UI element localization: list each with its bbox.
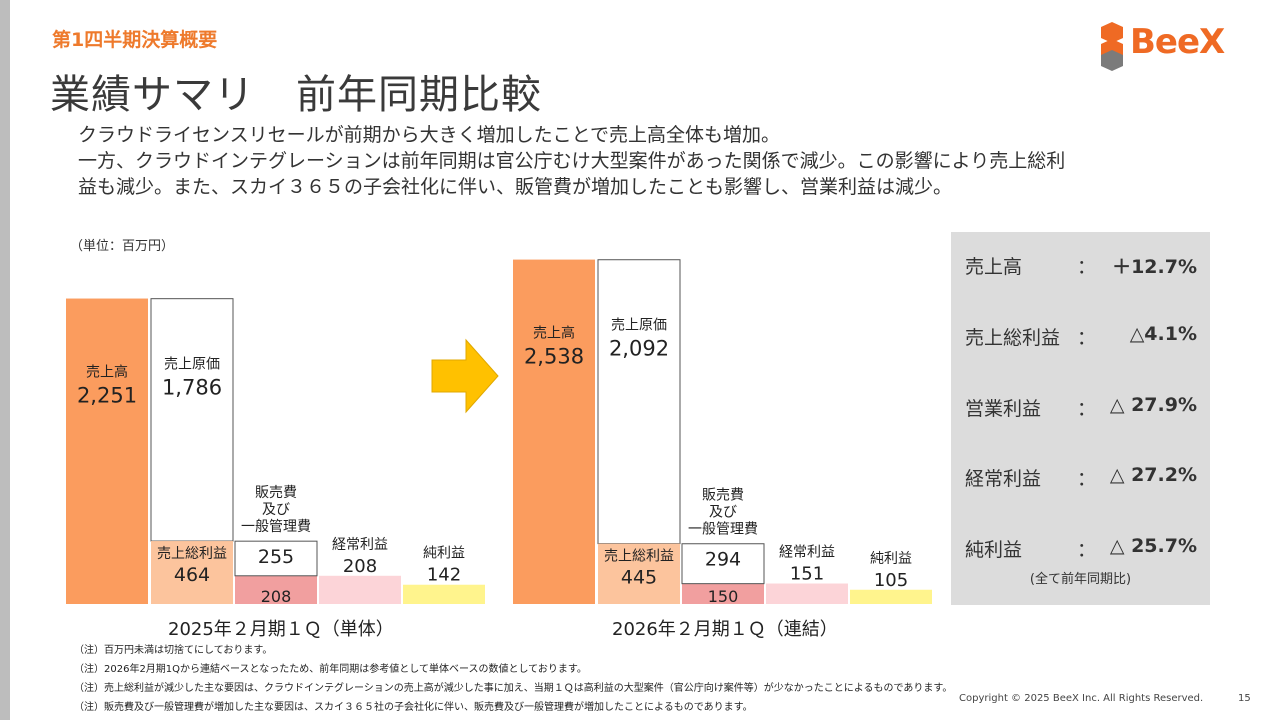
period-label-2026: 2026年２月期１Ｑ（連結）: [612, 619, 838, 640]
bar-label-sga: 一般管理費: [688, 522, 758, 538]
bar-value-sga: 255: [258, 546, 294, 568]
comparison-colon: ：: [1077, 539, 1097, 561]
comparison-value: ＋12.7%: [1112, 256, 1197, 278]
bar-ordinary-profit: [766, 583, 848, 604]
bar-cost-of-sales: [150, 298, 234, 542]
unit-label: （単位：百万円）: [70, 239, 175, 254]
bar-value-cost-of-sales: 2,092: [609, 337, 669, 361]
left-accent-bar: [0, 0, 10, 720]
summary-line: クラウドライセンスリセールが前期から大きく増加したことで売上高全体も増加。: [78, 124, 781, 146]
comparison-value: △4.1%: [1129, 323, 1197, 345]
bar-label-ordinary-profit: 経常利益: [779, 545, 835, 561]
comparison-colon: ：: [1077, 256, 1097, 278]
comparison-label: 経常利益: [965, 468, 1042, 490]
beex-logo-text: BeeX: [1130, 22, 1225, 62]
bar-value-gross-profit: 464: [174, 564, 210, 586]
bar-label-sga: 一般管理費: [241, 519, 311, 535]
summary-line: 益も減少。また、スカイ３６５の子会社化に伴い、販管費が増加したことも影響し、営業…: [78, 176, 953, 198]
page-number: 15: [1238, 693, 1251, 704]
comparison-note: (全て前年同期比): [1029, 572, 1132, 587]
bar-label-sales: 売上高: [86, 364, 128, 381]
comparison-label: 売上高: [965, 256, 1023, 278]
bar-value-sales: 2,251: [77, 384, 137, 408]
bar-label-ordinary-profit: 経常利益: [332, 537, 388, 553]
bar-label-cost-of-sales: 売上原価: [611, 318, 667, 334]
bar-value-cost-of-sales: 1,786: [162, 376, 222, 400]
bar-value-operating-profit: 208: [261, 587, 292, 606]
bar-label-gross-profit: 売上総利益: [157, 546, 227, 562]
comparison-value: △ 25.7%: [1109, 535, 1197, 557]
comparison-value: △ 27.9%: [1109, 394, 1197, 416]
summary-text: クラウドライセンスリセールが前期から大きく増加したことで売上高全体も増加。 一方…: [78, 122, 1208, 200]
comparison-colon: ：: [1077, 398, 1097, 420]
comparison-value: △ 27.2%: [1109, 464, 1197, 486]
footnote: （注）販売費及び一般管理費が増加した主な要因は、スカイ３６５社の子会社化に伴い、…: [74, 702, 753, 713]
bar-label-net-profit: 純利益: [870, 551, 912, 567]
page-title: 業績サマリ 前年同期比較: [50, 72, 542, 118]
bar-label-gross-profit: 売上総利益: [604, 549, 674, 565]
bar-label-sales: 売上高: [533, 325, 575, 342]
bar-value-ordinary-profit: 208: [343, 556, 377, 577]
bar-value-net-profit: 105: [874, 570, 908, 591]
period-label-2025: 2025年２月期１Ｑ（単体）: [168, 619, 394, 640]
comparison-colon: ：: [1077, 468, 1097, 490]
bar-value-ordinary-profit: 151: [790, 564, 824, 585]
footnote: （注）売上総利益が減少した主な要因は、クラウドインテグレーションの売上高が減少し…: [74, 683, 953, 694]
comparison-panel: 売上高 ： ＋12.7% 売上総利益 ： △4.1% 営業利益 ： △ 27.9…: [951, 232, 1210, 605]
bar-gross-profit: [151, 541, 233, 604]
comparison-label: 営業利益: [965, 398, 1042, 420]
bar-operating-profit: [235, 575, 317, 604]
comparison-label: 純利益: [965, 539, 1023, 561]
bar-label-cost-of-sales: 売上原価: [164, 357, 220, 373]
bar-label-sga: 販売費: [255, 485, 297, 501]
beex-logo-icon: [1101, 22, 1123, 71]
bar-net-profit: [403, 584, 485, 604]
bar-gross-profit: [598, 543, 680, 604]
bar-cost-of-sales: [597, 259, 681, 545]
bar-value-sales: 2,538: [524, 345, 584, 369]
bar-value-operating-profit: 150: [708, 587, 739, 606]
bar-label-sga: 及び: [709, 505, 737, 521]
bar-label-sga: 販売費: [702, 488, 744, 504]
bar-sales: [513, 259, 595, 604]
bar-label-sga: 及び: [262, 502, 290, 518]
summary-line: 一方、クラウドインテグレーションは前年同期は官公庁むけ大型案件があった関係で減少…: [78, 150, 1066, 172]
comparison-colon: ：: [1077, 327, 1097, 349]
bar-label-net-profit: 純利益: [423, 546, 465, 562]
footnote: （注）百万円未満は切捨てにしております。: [74, 645, 273, 656]
bar-sga: [681, 543, 765, 585]
bar-value-sga: 294: [705, 549, 741, 571]
bar-sales: [66, 298, 148, 604]
footnote: （注）2026年2月期1Qから連結ベースとなったため、前年同期は参考値として単体…: [74, 664, 587, 675]
right-arrow-icon: [431, 338, 499, 414]
comparison-label: 売上総利益: [965, 327, 1061, 349]
bar-operating-profit: [682, 583, 764, 604]
copyright: Copyright © 2025 BeeX Inc. All Rights Re…: [959, 693, 1204, 704]
footnotes: （注）百万円未満は切捨てにしております。 （注）2026年2月期1Qから連結ベー…: [74, 641, 952, 717]
bar-sga: [234, 540, 318, 577]
bar-net-profit: [850, 589, 932, 604]
section-label: 第1四半期決算概要: [52, 29, 218, 51]
bar-ordinary-profit: [319, 575, 401, 604]
bar-value-gross-profit: 445: [621, 567, 657, 589]
bar-value-net-profit: 142: [427, 565, 461, 586]
